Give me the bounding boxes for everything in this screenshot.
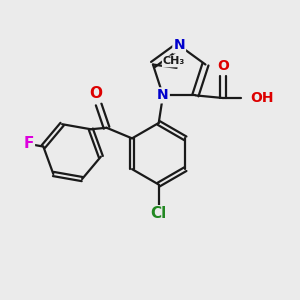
Text: O: O [217,59,229,73]
Text: N: N [173,38,185,52]
Text: F: F [23,136,34,152]
Text: O: O [89,86,103,101]
Text: N: N [157,88,169,102]
Text: Cl: Cl [151,206,167,221]
Text: OH: OH [250,91,274,105]
Text: CH₃: CH₃ [163,56,185,67]
